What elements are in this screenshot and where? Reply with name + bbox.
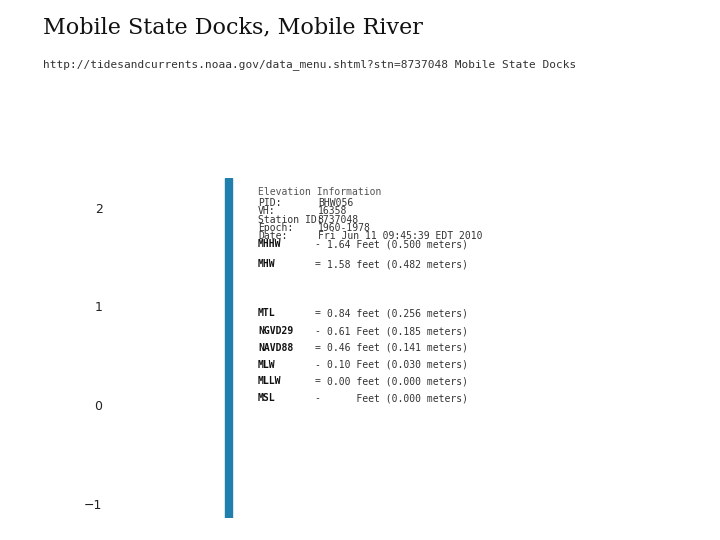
Bar [225, 178, 232, 518]
Text: 0.46 feet (0.141 meters): 0.46 feet (0.141 meters) [327, 343, 468, 353]
Text: MHHW: MHHW [258, 239, 282, 249]
Text: 0.10 Feet (0.030 meters): 0.10 Feet (0.030 meters) [327, 360, 468, 370]
Text: -: - [315, 360, 320, 370]
Text: =: = [315, 308, 320, 319]
Text: NAVD88: NAVD88 [258, 343, 293, 353]
Text: -: - [315, 239, 320, 249]
Text: 16358: 16358 [318, 206, 347, 217]
Text: MTL: MTL [258, 308, 276, 319]
Text: Feet (0.000 meters): Feet (0.000 meters) [327, 393, 468, 403]
Text: -: - [315, 393, 320, 403]
Text: 8737048: 8737048 [318, 215, 359, 225]
Text: BHW056: BHW056 [318, 198, 353, 208]
Text: MSL: MSL [258, 393, 276, 403]
Text: NGVD29: NGVD29 [258, 326, 293, 336]
Text: Date:: Date: [258, 232, 287, 241]
Text: PID:: PID: [258, 198, 282, 208]
Text: Mobile State Docks, Mobile River: Mobile State Docks, Mobile River [43, 16, 423, 38]
Text: =: = [315, 343, 320, 353]
Text: 1.64 Feet (0.500 meters): 1.64 Feet (0.500 meters) [327, 239, 468, 249]
Text: 1960-1978: 1960-1978 [318, 223, 371, 233]
Text: Epoch:: Epoch: [258, 223, 293, 233]
Text: MHW: MHW [258, 259, 276, 269]
Text: 0.61 Feet (0.185 meters): 0.61 Feet (0.185 meters) [327, 326, 468, 336]
Text: MLLW: MLLW [258, 376, 282, 387]
Text: Fri Jun 11 09:45:39 EDT 2010: Fri Jun 11 09:45:39 EDT 2010 [318, 232, 482, 241]
Text: Station ID:: Station ID: [258, 215, 323, 225]
Text: Elevation Information: Elevation Information [258, 187, 382, 197]
Text: 0.84 feet (0.256 meters): 0.84 feet (0.256 meters) [327, 308, 468, 319]
Text: MLW: MLW [258, 360, 276, 370]
Text: 1.58 feet (0.482 meters): 1.58 feet (0.482 meters) [327, 259, 468, 269]
Text: 0.00 feet (0.000 meters): 0.00 feet (0.000 meters) [327, 376, 468, 387]
Text: =: = [315, 259, 320, 269]
Text: =: = [315, 376, 320, 387]
Text: -: - [315, 326, 320, 336]
Text: VH:: VH: [258, 206, 276, 217]
Text: http://tidesandcurrents.noaa.gov/data_menu.shtml?stn=8737048 Mobile State Docks: http://tidesandcurrents.noaa.gov/data_me… [43, 59, 577, 70]
